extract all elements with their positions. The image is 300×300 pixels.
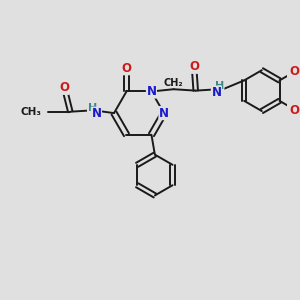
Text: H: H — [88, 103, 97, 113]
Text: N: N — [92, 107, 101, 120]
Text: H: H — [214, 81, 224, 92]
Text: O: O — [290, 65, 299, 78]
Text: O: O — [290, 103, 299, 117]
Text: N: N — [159, 106, 169, 120]
Text: N: N — [212, 86, 221, 99]
Text: N: N — [146, 85, 157, 98]
Text: O: O — [59, 81, 69, 94]
Text: CH₃: CH₃ — [21, 107, 42, 117]
Text: O: O — [122, 62, 131, 75]
Text: O: O — [189, 60, 199, 73]
Text: CH₂: CH₂ — [164, 78, 183, 88]
